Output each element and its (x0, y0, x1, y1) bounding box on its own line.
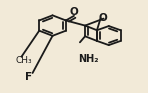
Text: F: F (25, 72, 32, 82)
Text: O: O (98, 13, 107, 23)
Text: O: O (70, 7, 78, 17)
Text: NH₂: NH₂ (78, 54, 98, 64)
Text: CH₃: CH₃ (16, 56, 32, 65)
